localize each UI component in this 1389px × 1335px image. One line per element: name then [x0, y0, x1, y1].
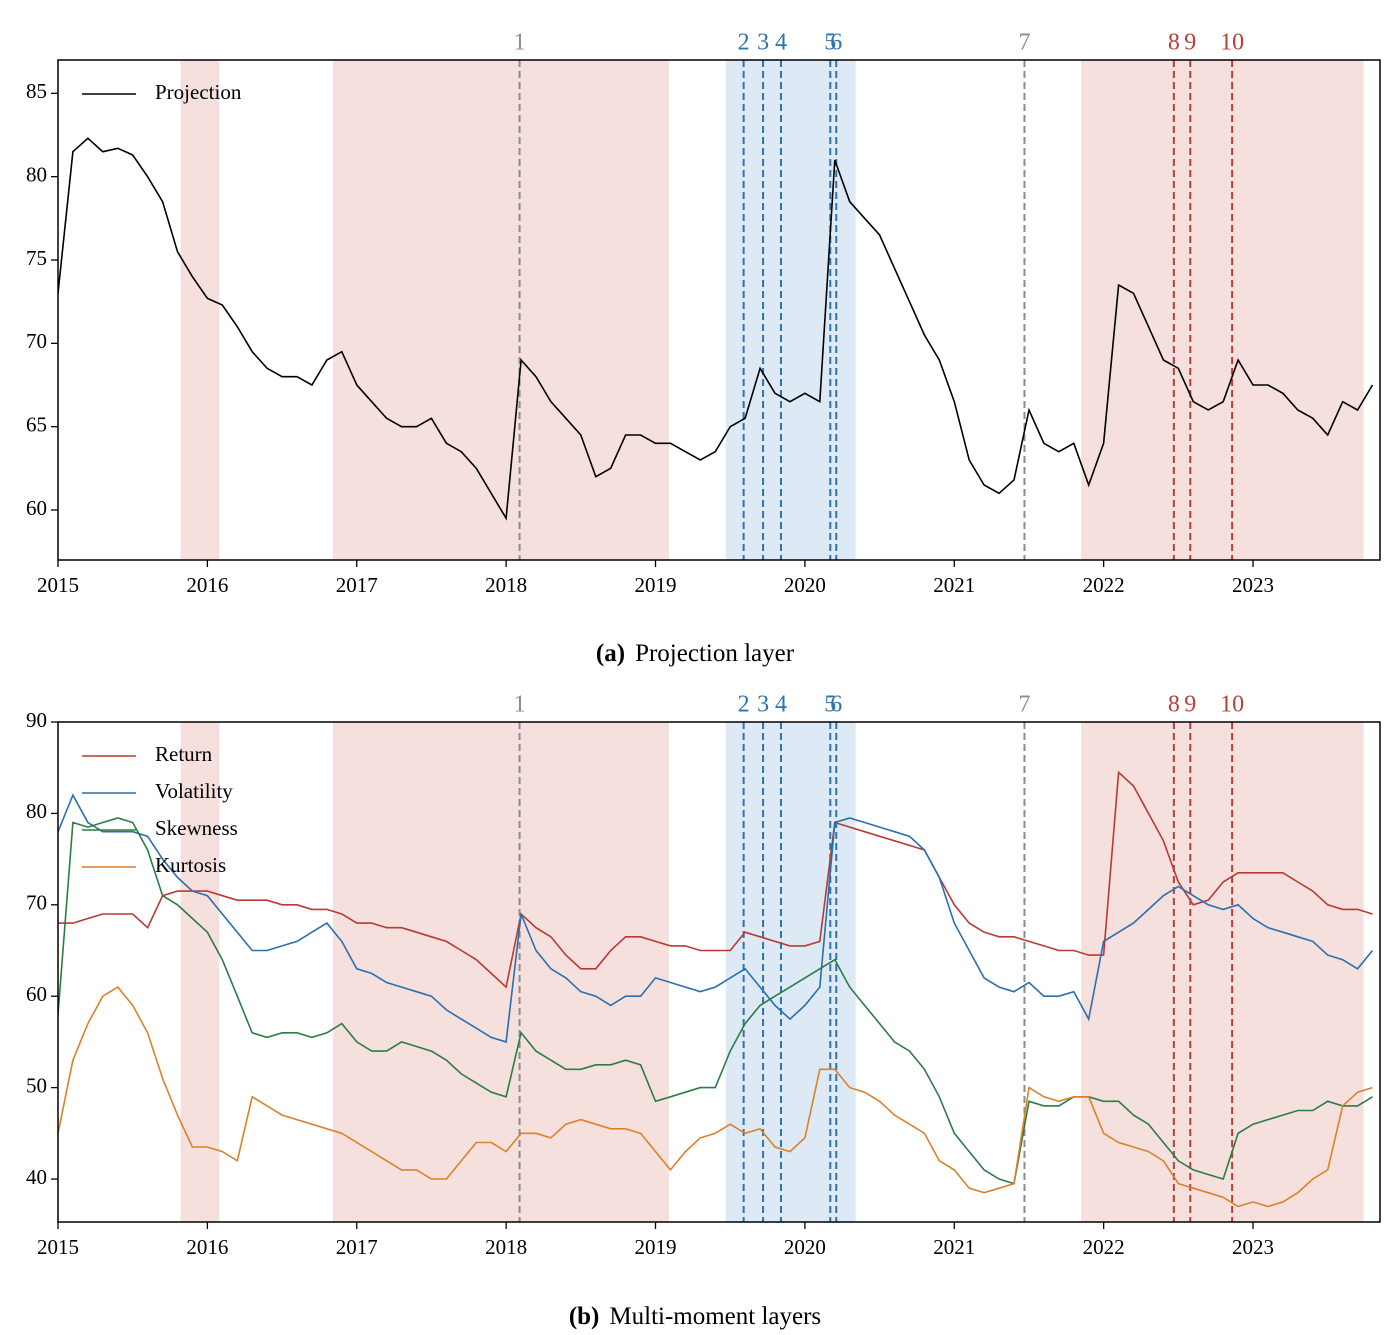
x-tick-label: 2019	[635, 1235, 677, 1259]
y-tick-label: 90	[26, 708, 47, 732]
data-line	[58, 137, 1374, 521]
event-label: 5	[824, 30, 836, 56]
caption-text: Projection layer	[635, 640, 795, 667]
x-tick-label: 2023	[1232, 573, 1274, 597]
caption-text: Multi-moment layers	[609, 1303, 821, 1330]
x-tick-label: 2022	[1083, 1235, 1125, 1259]
data-line	[58, 793, 1374, 1043]
shaded-region	[332, 722, 669, 1222]
shaded-region	[725, 60, 856, 560]
event-label: 8	[1168, 30, 1180, 56]
event-label: 10	[1220, 692, 1244, 718]
event-label: 1	[514, 692, 526, 718]
x-tick-label: 2018	[485, 573, 527, 597]
y-tick-label: 85	[26, 79, 47, 103]
x-tick-label: 2021	[933, 573, 975, 597]
event-label: 1	[514, 30, 526, 56]
x-tick-label: 2017	[336, 1235, 378, 1259]
event-label: 9	[1184, 30, 1196, 56]
x-tick-label: 2015	[37, 573, 79, 597]
event-label: 2	[738, 692, 750, 718]
y-tick-label: 65	[26, 412, 47, 436]
event-label: 2	[738, 30, 750, 56]
shaded-region	[180, 722, 220, 1222]
x-tick-label: 2018	[485, 1235, 527, 1259]
event-label: 6	[830, 692, 842, 718]
legend-label: Projection	[155, 80, 242, 104]
plot-frame	[57, 59, 1381, 561]
data-line	[58, 770, 1373, 989]
legend-label: Return	[155, 742, 213, 766]
y-tick-label: 60	[26, 982, 47, 1006]
x-tick-label: 2015	[37, 1235, 79, 1259]
event-label: 9	[1184, 692, 1196, 718]
caption-label: (b)	[569, 1303, 600, 1330]
y-tick-label: 80	[26, 162, 47, 186]
event-label: 7	[1018, 692, 1030, 718]
x-tick-label: 2020	[784, 1235, 826, 1259]
event-label: 8	[1168, 692, 1180, 718]
x-tick-label: 2021	[933, 1235, 975, 1259]
shaded-region	[1081, 722, 1364, 1222]
event-label: 3	[757, 30, 769, 56]
x-tick-label: 2020	[784, 573, 826, 597]
legend-label: Skewness	[155, 816, 238, 840]
y-tick-label: 50	[26, 1073, 47, 1097]
caption: (a) Projection layer	[596, 640, 795, 667]
event-label: 4	[775, 30, 787, 56]
shaded-region	[1081, 60, 1364, 560]
y-tick-label: 75	[26, 246, 47, 270]
y-tick-label: 60	[26, 496, 47, 520]
shaded-region	[332, 60, 669, 560]
x-tick-label: 2023	[1232, 1235, 1274, 1259]
legend-label: Kurtosis	[155, 853, 226, 877]
caption: (b) Multi-moment layers	[569, 1303, 821, 1330]
y-tick-label: 40	[26, 1165, 47, 1189]
event-label: 10	[1220, 30, 1244, 56]
x-tick-label: 2016	[186, 573, 228, 597]
event-label: 4	[775, 692, 787, 718]
x-tick-label: 2017	[336, 573, 378, 597]
event-label: 7	[1018, 30, 1030, 56]
x-tick-label: 2022	[1083, 573, 1125, 597]
caption-label: (a)	[596, 640, 625, 667]
plot-frame	[57, 721, 1381, 1223]
event-label: 3	[757, 692, 769, 718]
shaded-region	[180, 60, 220, 560]
data-line	[58, 817, 1373, 1185]
y-tick-label: 70	[26, 329, 47, 353]
event-label: 6	[830, 30, 842, 56]
y-tick-label: 80	[26, 799, 47, 823]
x-tick-label: 2016	[186, 1235, 228, 1259]
event-label: 5	[824, 692, 836, 718]
data-line	[58, 986, 1373, 1208]
y-tick-label: 70	[26, 891, 47, 915]
legend-label: Volatility	[155, 779, 233, 803]
x-tick-label: 2019	[635, 573, 677, 597]
